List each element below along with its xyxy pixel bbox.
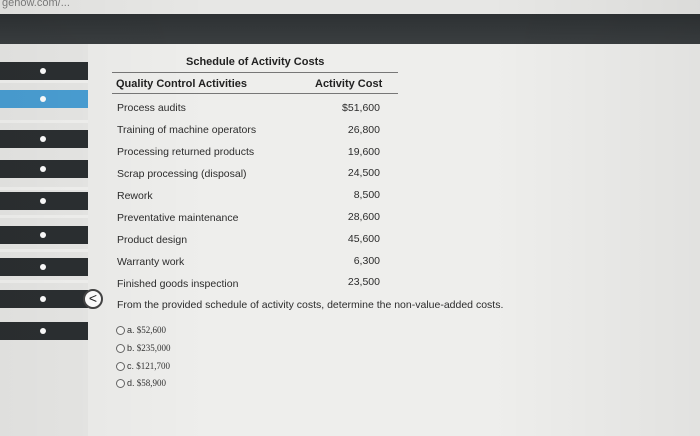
nav-dot-icon: [40, 328, 46, 334]
option-value: $235,000: [136, 343, 171, 353]
rail-divider: [0, 215, 88, 218]
option-letter: d.: [127, 378, 135, 388]
table-row-activity: Finished goods inspection: [117, 278, 239, 290]
radio-button[interactable]: [116, 326, 125, 336]
table-row-cost: 8,500: [353, 189, 380, 201]
rail-divider: [0, 249, 88, 252]
question-nav-item-1[interactable]: [0, 62, 88, 80]
option-letter: b.: [127, 343, 135, 353]
header-top-rule: [112, 72, 398, 73]
radio-button[interactable]: [116, 362, 125, 372]
radio-button[interactable]: [116, 379, 125, 389]
header-bottom-rule: [112, 93, 398, 94]
question-text: From the provided schedule of activity c…: [117, 299, 504, 311]
url-text: gehow.com/...: [2, 0, 70, 9]
option-value: $58,900: [136, 378, 167, 388]
question-nav-item-6[interactable]: [0, 226, 88, 244]
table-row-activity: Training of machine operators: [117, 124, 257, 136]
table-row-activity: Rework: [117, 190, 153, 202]
table-row-cost: 19,600: [347, 146, 380, 158]
radio-button[interactable]: [116, 344, 125, 354]
answer-option-d[interactable]: d. $58,900: [116, 378, 167, 389]
answer-option-c[interactable]: c. $121,700: [116, 361, 171, 372]
cost-column-header: Activity Cost: [315, 78, 383, 90]
question-nav-item-9[interactable]: [0, 322, 88, 340]
rail-divider: [0, 120, 88, 123]
option-letter: a.: [127, 325, 135, 335]
nav-dot-icon: [40, 96, 46, 102]
question-nav-item-5[interactable]: [0, 192, 88, 210]
nav-dot-icon: [40, 264, 46, 270]
table-row-cost: 6,300: [353, 255, 380, 267]
table-row-cost: 28,600: [347, 211, 380, 223]
schedule-title: Schedule of Activity Costs: [186, 56, 325, 68]
option-value: $121,700: [136, 361, 171, 371]
table-row-cost: 23,500: [347, 276, 380, 288]
question-nav-rail: [0, 44, 88, 436]
answer-option-b[interactable]: b. $235,000: [116, 343, 171, 354]
option-value: $52,600: [136, 325, 167, 335]
question-nav-item-3[interactable]: [0, 130, 88, 148]
question-nav-item-7[interactable]: [0, 258, 88, 276]
question-nav-item-2[interactable]: [0, 90, 88, 108]
rail-divider: [0, 187, 88, 190]
table-row-activity: Scrap processing (disposal): [117, 168, 247, 180]
table-row-cost: $51,600: [342, 102, 380, 114]
table-row-activity: Product design: [117, 234, 188, 246]
activity-column-header: Quality Control Activities: [116, 78, 248, 90]
question-panel: [88, 44, 700, 436]
table-row-cost: 26,800: [347, 124, 380, 136]
nav-dot-icon: [40, 166, 46, 172]
app-header-bar: [0, 14, 700, 44]
answer-option-a[interactable]: a. $52,600: [116, 325, 167, 336]
nav-dot-icon: [40, 232, 46, 238]
rail-divider: [0, 280, 88, 283]
table-row-cost: 24,500: [347, 167, 380, 179]
option-letter: c.: [127, 361, 135, 371]
nav-dot-icon: [40, 136, 46, 142]
nav-dot-icon: [40, 296, 46, 302]
question-nav-item-4[interactable]: [0, 160, 88, 178]
rail-divider: [0, 80, 88, 83]
table-row-activity: Process audits: [117, 102, 186, 114]
back-button[interactable]: <: [83, 289, 103, 309]
table-row-cost: 45,600: [347, 233, 380, 245]
nav-dot-icon: [40, 68, 46, 74]
table-row-activity: Preventative maintenance: [117, 212, 239, 224]
table-row-activity: Processing returned products: [117, 146, 255, 158]
table-row-activity: Warranty work: [117, 256, 185, 268]
question-nav-item-8[interactable]: [0, 290, 88, 308]
browser-address-strip: gehow.com/...: [0, 0, 700, 14]
nav-dot-icon: [40, 198, 46, 204]
chevron-left-icon: <: [88, 290, 98, 306]
